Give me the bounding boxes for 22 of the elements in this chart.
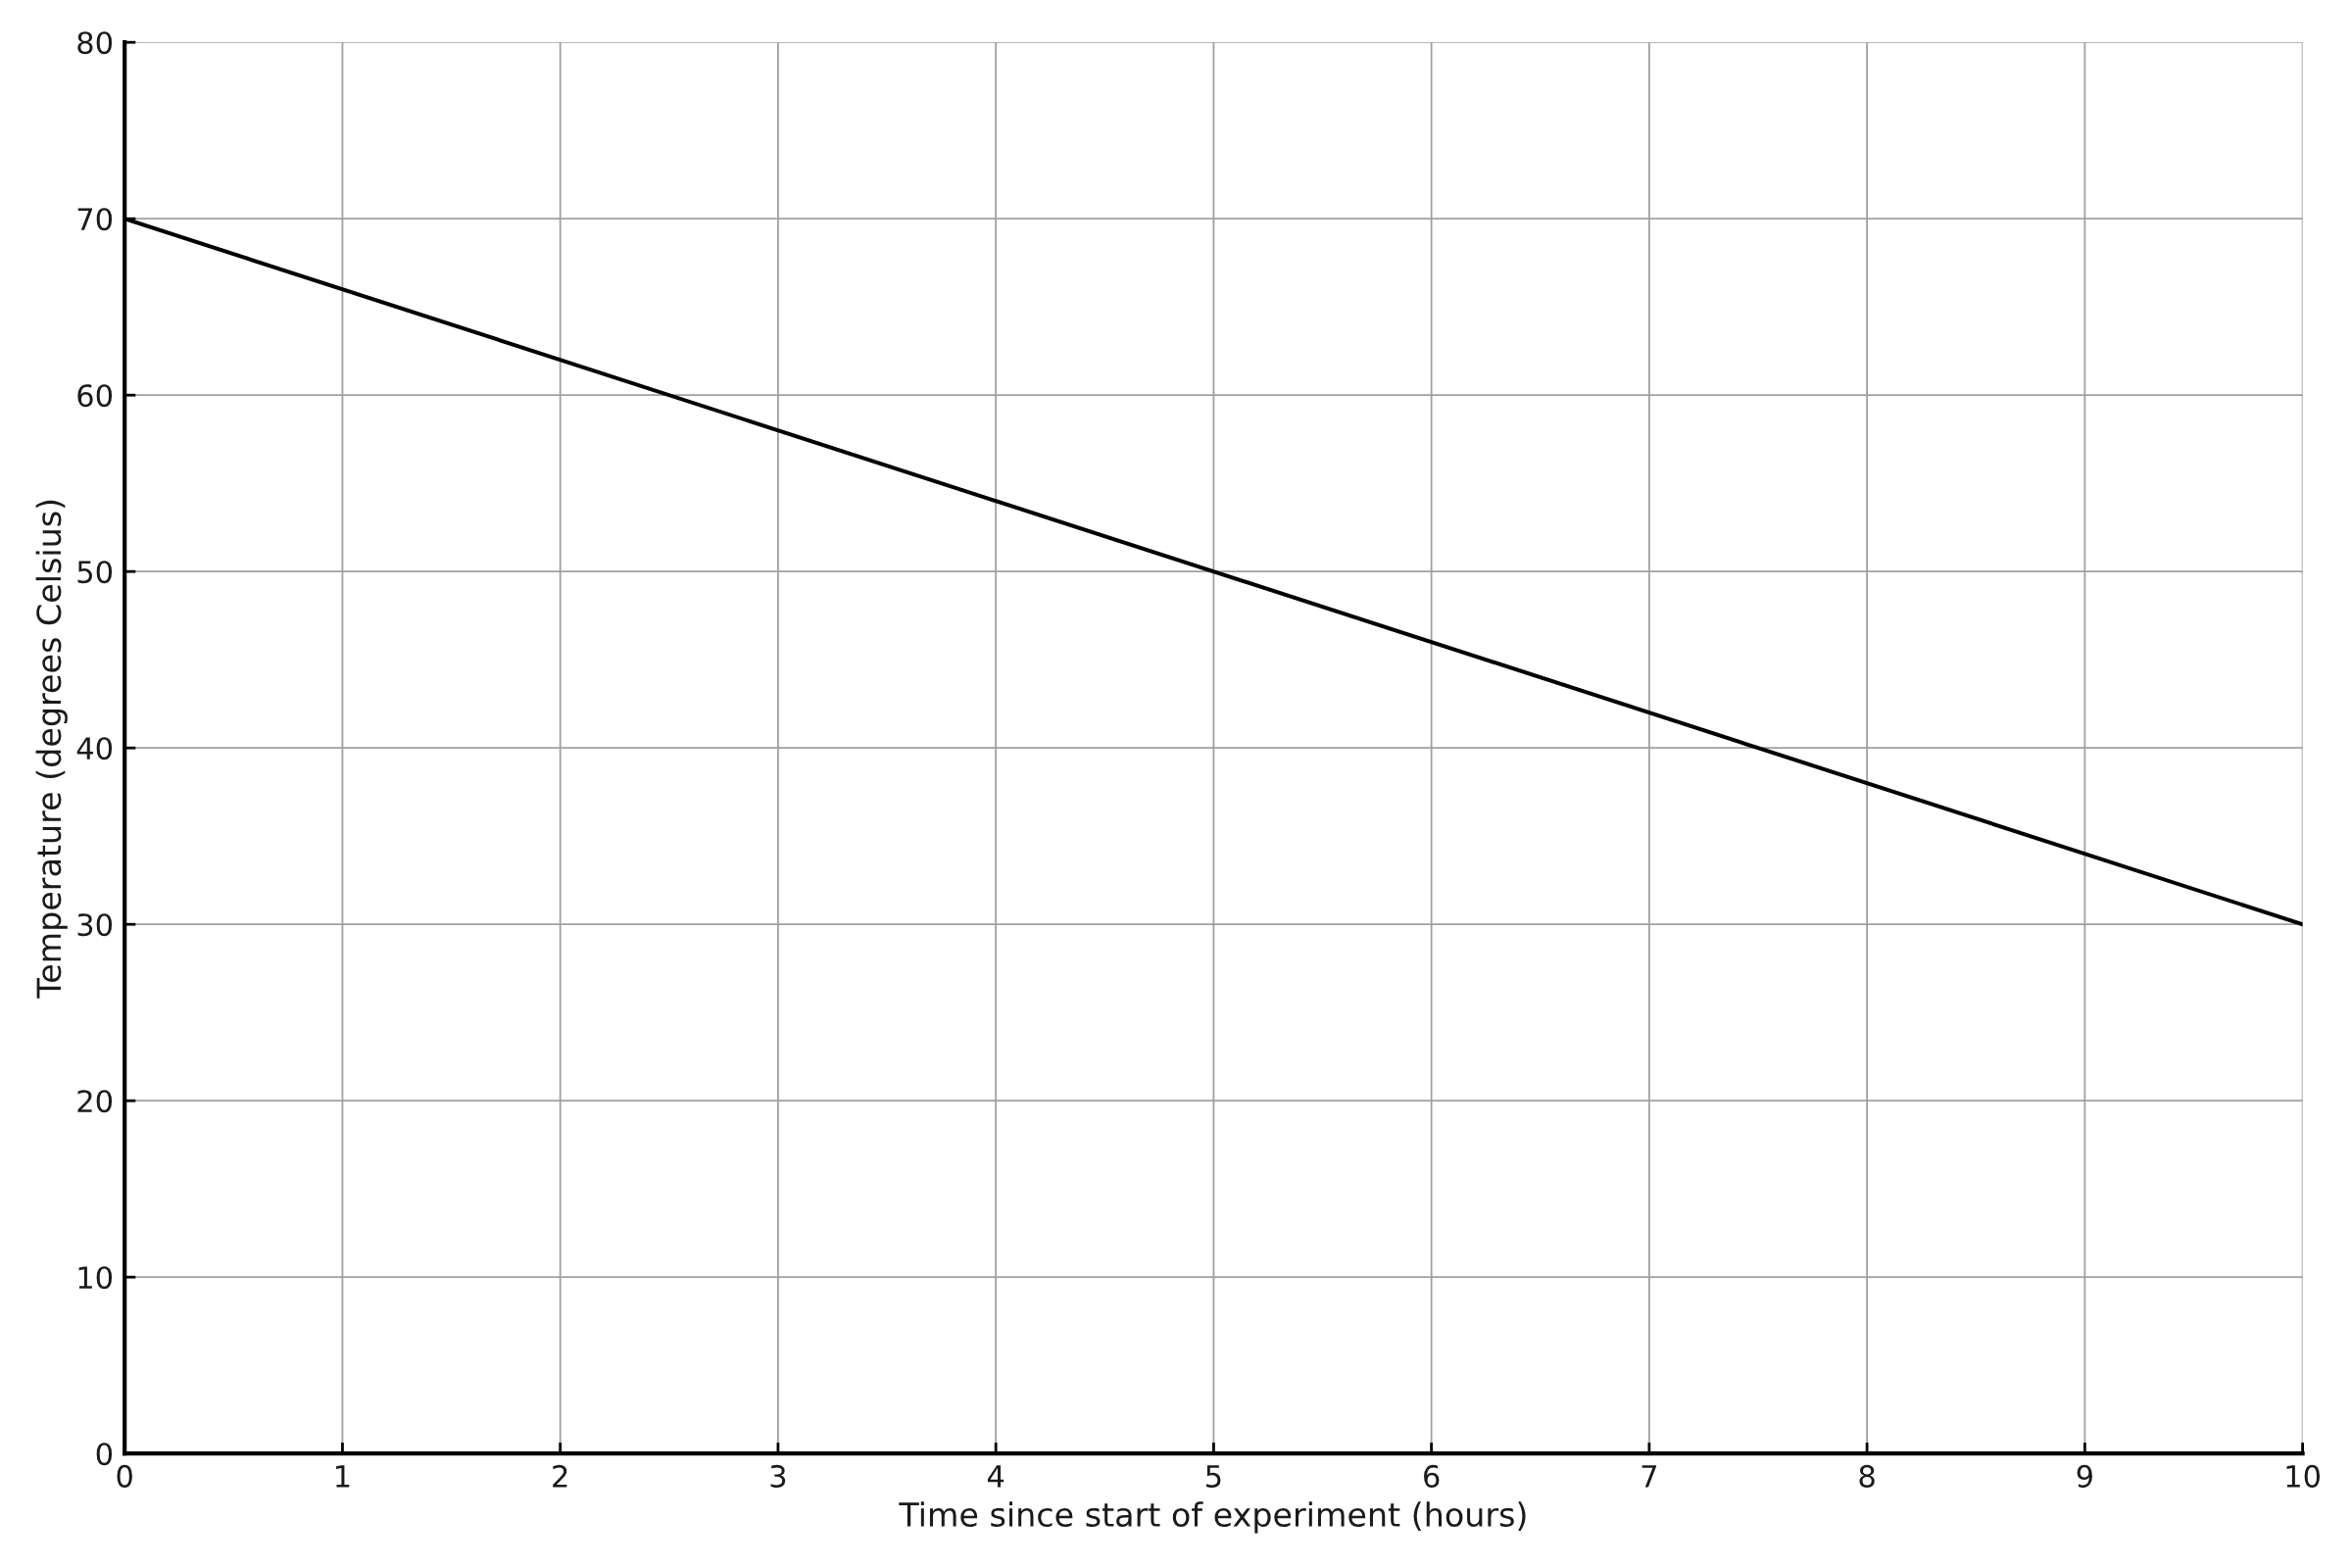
y-tick-label: 40 <box>76 737 113 760</box>
y-tick-label: 80 <box>77 31 113 55</box>
x-tick-label: 10 <box>2286 1464 2321 1488</box>
y-tick-label: 60 <box>77 384 113 408</box>
x-tick-label: 3 <box>770 1464 786 1488</box>
x-tick-label: 7 <box>1642 1465 1656 1488</box>
x-tick-label: 8 <box>1859 1464 1875 1488</box>
x-tick-label: 2 <box>553 1464 567 1488</box>
y-tick-label: 70 <box>77 208 113 231</box>
x-tick-label: 5 <box>1206 1465 1221 1488</box>
y-tick-label: 10 <box>78 1266 113 1290</box>
y-axis-title: Temperature (degrees Celsius) <box>35 500 68 999</box>
y-tick-label: 50 <box>77 561 113 584</box>
x-axis-title: Time since start of experiment (hours) <box>899 1501 1526 1534</box>
x-tick-label: 4 <box>987 1465 1004 1488</box>
y-tick-label: 30 <box>77 913 113 937</box>
x-tick-label: 0 <box>117 1464 132 1488</box>
x-tick-label: 9 <box>2077 1464 2092 1488</box>
y-tick-label: 0 <box>96 1443 113 1466</box>
x-tick-label: 6 <box>1424 1464 1440 1488</box>
y-tick-label: 20 <box>77 1090 113 1113</box>
x-tick-label: 1 <box>336 1465 350 1488</box>
